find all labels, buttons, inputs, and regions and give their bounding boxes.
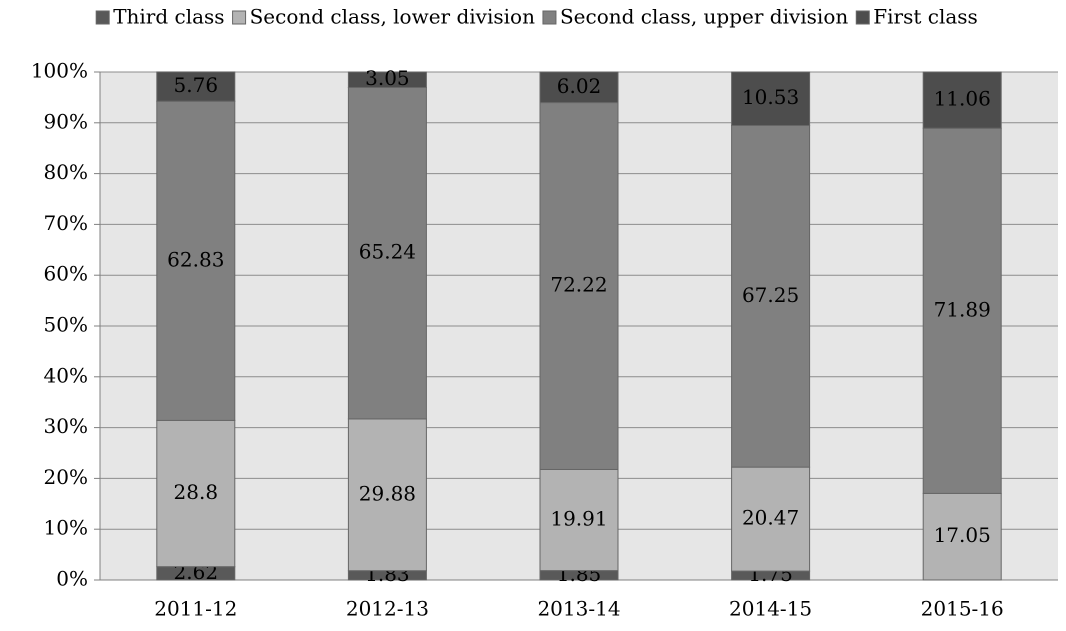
data-label: 72.22 xyxy=(550,273,607,297)
data-label: 17.05 xyxy=(934,523,991,547)
y-tick-label: 80% xyxy=(44,160,88,184)
bar-segment xyxy=(922,127,1002,494)
bar-segment xyxy=(347,418,427,572)
y-tick-label: 90% xyxy=(44,109,88,133)
data-label: 5.76 xyxy=(174,73,219,97)
bar-segment xyxy=(731,71,811,126)
y-tick-label: 0% xyxy=(56,567,88,591)
legend-swatch xyxy=(855,10,870,25)
data-label: 11.06 xyxy=(934,87,991,111)
bar-segment xyxy=(539,102,619,470)
legend-swatch xyxy=(95,10,110,25)
bar-segment xyxy=(922,71,1002,129)
bar-segment xyxy=(347,86,427,420)
y-tick-label: 20% xyxy=(44,465,88,489)
bar-segment xyxy=(731,466,811,572)
legend-label: Second class, upper division xyxy=(560,5,848,29)
x-tick-label: 2014-15 xyxy=(729,597,812,621)
legend-label: First class xyxy=(873,5,978,29)
data-label: 20.47 xyxy=(742,506,799,530)
data-label: 3.05 xyxy=(365,66,410,90)
x-tick-label: 2015-16 xyxy=(921,597,1004,621)
data-label: 62.83 xyxy=(167,247,224,271)
x-tick-label: 2012-13 xyxy=(346,597,429,621)
data-label: 67.25 xyxy=(742,283,799,307)
x-tick-label: 2011-12 xyxy=(154,597,237,621)
data-label: 29.88 xyxy=(359,481,416,505)
data-label: 28.8 xyxy=(174,480,219,504)
bar-segment xyxy=(539,468,619,572)
x-tick-label: 2013-14 xyxy=(537,597,620,621)
data-label: 65.24 xyxy=(359,240,416,264)
bar-segment xyxy=(156,100,236,421)
legend-swatch xyxy=(232,10,247,25)
bar-segment xyxy=(731,124,811,468)
y-tick-label: 100% xyxy=(31,59,88,83)
legend-label: Third class xyxy=(113,5,224,29)
data-label: 6.02 xyxy=(557,74,602,98)
y-tick-label: 70% xyxy=(44,211,88,235)
y-tick-label: 40% xyxy=(44,363,88,387)
legend-swatch xyxy=(542,10,557,25)
y-tick-label: 10% xyxy=(44,516,88,540)
data-label: 71.89 xyxy=(934,297,991,321)
y-tick-label: 60% xyxy=(44,262,88,286)
data-label: 10.53 xyxy=(742,85,799,109)
y-tick-label: 30% xyxy=(44,414,88,438)
y-tick-label: 50% xyxy=(44,313,88,337)
data-label: 19.91 xyxy=(550,507,607,531)
legend-label: Second class, lower division xyxy=(250,5,535,29)
bar-segment xyxy=(156,419,236,568)
bar-segment xyxy=(922,492,1002,581)
bar-segment xyxy=(539,71,619,104)
bar-segment xyxy=(156,71,236,102)
bar-segment xyxy=(347,71,427,88)
